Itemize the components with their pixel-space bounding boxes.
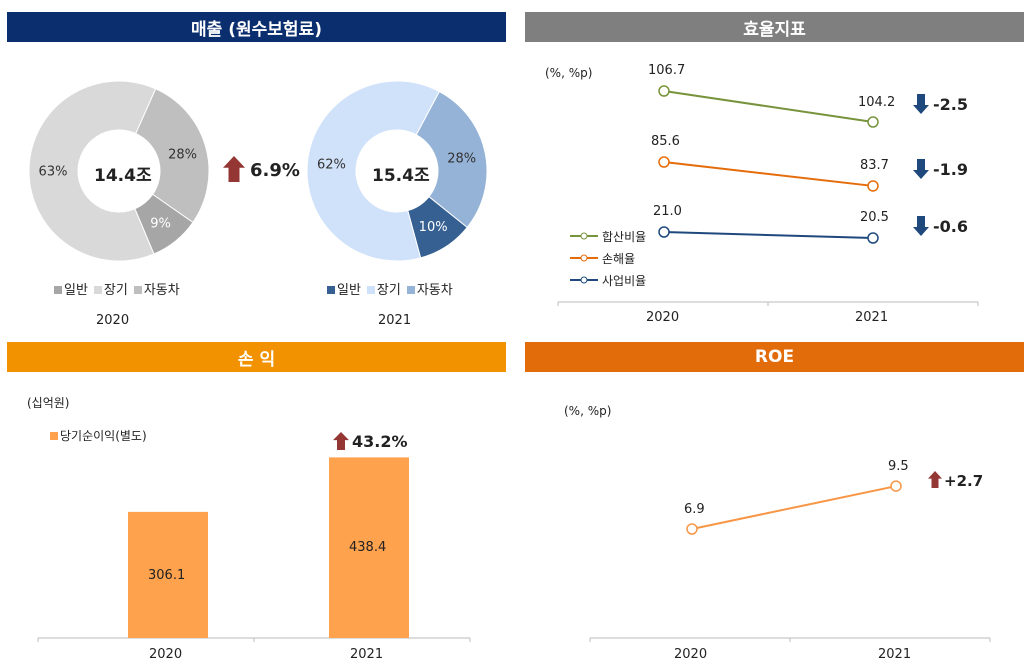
x-tick-2020: 2020 bbox=[674, 647, 708, 662]
legend-item: 자동차 bbox=[133, 279, 180, 298]
legend-item: 일반 bbox=[54, 279, 88, 298]
up-arrow-icon bbox=[333, 432, 349, 450]
x-tick-2021: 2021 bbox=[350, 647, 384, 662]
legend-item: 장기 bbox=[93, 279, 128, 298]
slice-label: 28% bbox=[447, 152, 476, 167]
donut-slice-장기 bbox=[306, 80, 440, 262]
roe-header: ROE bbox=[525, 342, 1024, 372]
down-arrow-icon bbox=[913, 94, 929, 114]
value-label: 106.7 bbox=[648, 63, 686, 78]
bar-label-2021: 438.4 bbox=[349, 540, 387, 555]
change-label-loss: -1.9 bbox=[933, 160, 968, 179]
slice-label: 62% bbox=[317, 158, 346, 173]
value-label: 83.7 bbox=[860, 158, 889, 173]
sales-header: 매출 (원수보험료) bbox=[7, 12, 506, 42]
value-label: 20.5 bbox=[860, 210, 889, 225]
legend-item: 자동차 bbox=[406, 279, 453, 298]
data-point bbox=[867, 232, 879, 244]
roe-line bbox=[691, 485, 897, 530]
legend-marker bbox=[580, 254, 588, 262]
legend-expense-ratio: 사업비율 bbox=[602, 274, 647, 288]
data-point bbox=[867, 180, 879, 192]
value-label: 104.2 bbox=[858, 95, 896, 110]
x-tick-2021: 2021 bbox=[855, 310, 889, 325]
profit-unit: (십억원) bbox=[27, 396, 70, 410]
data-point bbox=[686, 523, 698, 535]
roe-unit: (%, %p) bbox=[564, 404, 612, 418]
data-point bbox=[658, 156, 670, 168]
bar-label-2020: 306.1 bbox=[148, 568, 186, 583]
legend-item: 일반 bbox=[327, 279, 361, 298]
legend-item: 장기 bbox=[366, 279, 401, 298]
change-label-expense: -0.6 bbox=[933, 217, 968, 236]
value-label: 85.6 bbox=[651, 134, 680, 149]
donut-2020-center-label: 14.4조 bbox=[94, 166, 152, 186]
data-point bbox=[658, 85, 670, 97]
down-arrow-icon bbox=[913, 216, 929, 236]
legend-item: 당기순이익(별도) bbox=[50, 427, 147, 444]
sales-growth-label: 6.9% bbox=[250, 160, 300, 181]
down-arrow-icon bbox=[913, 159, 929, 179]
series-line-사업비율 bbox=[663, 231, 874, 239]
profit-legend: 당기순이익(별도) bbox=[50, 427, 147, 444]
bar-2021 bbox=[329, 457, 409, 638]
series-line-합산비율 bbox=[663, 90, 874, 123]
slice-label: 9% bbox=[150, 216, 171, 231]
data-point bbox=[867, 116, 879, 128]
x-tick-2020: 2020 bbox=[149, 647, 183, 662]
donut-2021-legend: 일반 장기 자동차 bbox=[327, 279, 453, 298]
up-arrow-icon bbox=[928, 471, 942, 488]
roe-value-2021: 9.5 bbox=[888, 459, 909, 474]
legend-marker bbox=[580, 232, 588, 240]
donut-slice-자동차 bbox=[135, 88, 210, 224]
legend-loss-ratio: 손해율 bbox=[602, 252, 636, 266]
legend-marker bbox=[580, 276, 588, 284]
slice-label: 63% bbox=[39, 164, 68, 179]
legend-combined-ratio: 합산비율 bbox=[602, 230, 647, 244]
slice-label: 28% bbox=[168, 147, 197, 162]
profit-growth-label: 43.2% bbox=[352, 432, 408, 451]
efficiency-unit: (%, %p) bbox=[545, 66, 593, 80]
profit-header: 손 익 bbox=[7, 342, 506, 372]
donut-2021-year: 2021 bbox=[378, 313, 412, 328]
donut-slice-장기 bbox=[28, 80, 157, 262]
bar-2020 bbox=[128, 511, 208, 638]
roe-change-label: +2.7 bbox=[944, 472, 984, 490]
donut-2020-year: 2020 bbox=[96, 313, 130, 328]
roe-value-2020: 6.9 bbox=[684, 502, 705, 517]
up-arrow-icon bbox=[223, 156, 245, 182]
x-tick-2020: 2020 bbox=[646, 310, 680, 325]
x-tick-2021: 2021 bbox=[878, 647, 912, 662]
donut-slice-자동차 bbox=[415, 90, 488, 229]
donut-2021-center-label: 15.4조 bbox=[372, 166, 430, 186]
donut-2020-legend: 일반 장기 자동차 bbox=[54, 279, 180, 298]
change-label-combined: -2.5 bbox=[933, 95, 968, 114]
data-point bbox=[658, 226, 670, 238]
efficiency-header: 효율지표 bbox=[525, 12, 1024, 42]
slice-label: 10% bbox=[419, 220, 448, 235]
value-label: 21.0 bbox=[653, 204, 682, 219]
series-line-손해율 bbox=[663, 161, 874, 187]
data-point bbox=[890, 480, 902, 492]
